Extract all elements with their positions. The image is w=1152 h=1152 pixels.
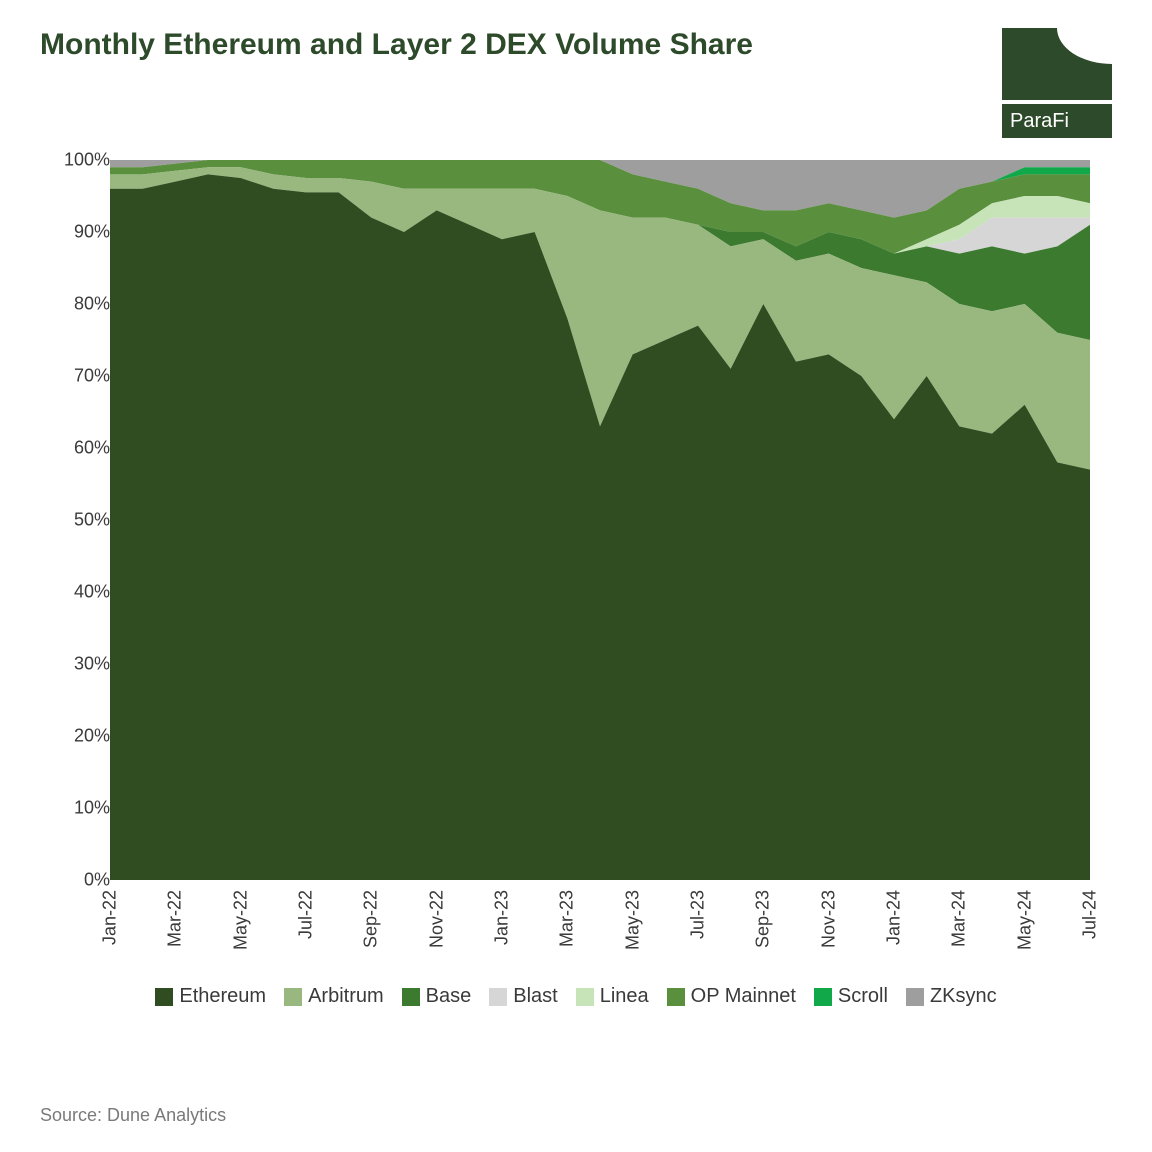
x-tick: Jul-24 [1080,890,1101,939]
y-tick: 10% [40,798,110,819]
y-tick: 80% [40,294,110,315]
legend-swatch [402,988,420,1006]
source-text: Source: Dune Analytics [40,1105,226,1126]
x-tick: May-24 [1014,890,1035,950]
x-tick: Mar-24 [949,890,970,947]
logo-arc [1057,28,1112,64]
y-tick: 50% [40,510,110,531]
legend-item-scroll: Scroll [814,985,888,1008]
y-tick: 0% [40,870,110,891]
x-tick: Mar-23 [557,890,578,947]
legend-label: Scroll [838,985,888,1008]
legend-swatch [576,988,594,1006]
legend-item-blast: Blast [489,985,557,1008]
y-tick: 40% [40,582,110,603]
legend-label: Base [426,985,472,1008]
legend-label: Ethereum [179,985,266,1008]
y-axis: 0%10%20%30%40%50%60%70%80%90%100% [40,160,110,880]
parafi-logo: ParaFi [1002,28,1112,138]
legend-label: OP Mainnet [691,985,796,1008]
legend-swatch [155,988,173,1006]
legend: Ethereum Arbitrum Base Blast Linea OP Mainnet… [0,985,1152,1008]
y-tick: 30% [40,654,110,675]
legend-item-op-mainnet: OP Mainnet [667,985,796,1008]
legend-item-base: Base [402,985,472,1008]
y-tick: 70% [40,366,110,387]
legend-label: Arbitrum [308,985,384,1008]
legend-swatch [284,988,302,1006]
x-tick: Jan-24 [884,890,905,945]
legend-label: Blast [513,985,557,1008]
legend-swatch [489,988,507,1006]
y-tick: 20% [40,726,110,747]
x-tick: Mar-22 [165,890,186,947]
plot-area [110,160,1090,880]
chart-container: Monthly Ethereum and Layer 2 DEX Volume … [0,0,1152,1152]
stacked-area-svg [110,160,1090,880]
y-tick: 100% [40,150,110,171]
legend-item-zksync: ZKsync [906,985,997,1008]
legend-swatch [667,988,685,1006]
legend-item-ethereum: Ethereum [155,985,266,1008]
y-tick: 60% [40,438,110,459]
legend-swatch [814,988,832,1006]
x-tick: Jan-22 [100,890,121,945]
x-tick: Jan-23 [492,890,513,945]
x-tick: Sep-22 [361,890,382,948]
legend-item-linea: Linea [576,985,649,1008]
x-tick: Nov-22 [426,890,447,948]
logo-label: ParaFi [1002,104,1112,138]
x-axis: Jan-22Mar-22May-22Jul-22Sep-22Nov-22Jan-… [110,890,1090,980]
legend-label: ZKsync [930,985,997,1008]
logo-box [1002,28,1112,100]
x-tick: Jul-23 [688,890,709,939]
y-tick: 90% [40,222,110,243]
x-tick: Jul-22 [296,890,317,939]
legend-label: Linea [600,985,649,1008]
x-tick: May-23 [622,890,643,950]
legend-swatch [906,988,924,1006]
x-tick: Nov-23 [818,890,839,948]
legend-item-arbitrum: Arbitrum [284,985,384,1008]
x-tick: May-22 [230,890,251,950]
chart-title: Monthly Ethereum and Layer 2 DEX Volume … [40,28,753,62]
x-tick: Sep-23 [753,890,774,948]
